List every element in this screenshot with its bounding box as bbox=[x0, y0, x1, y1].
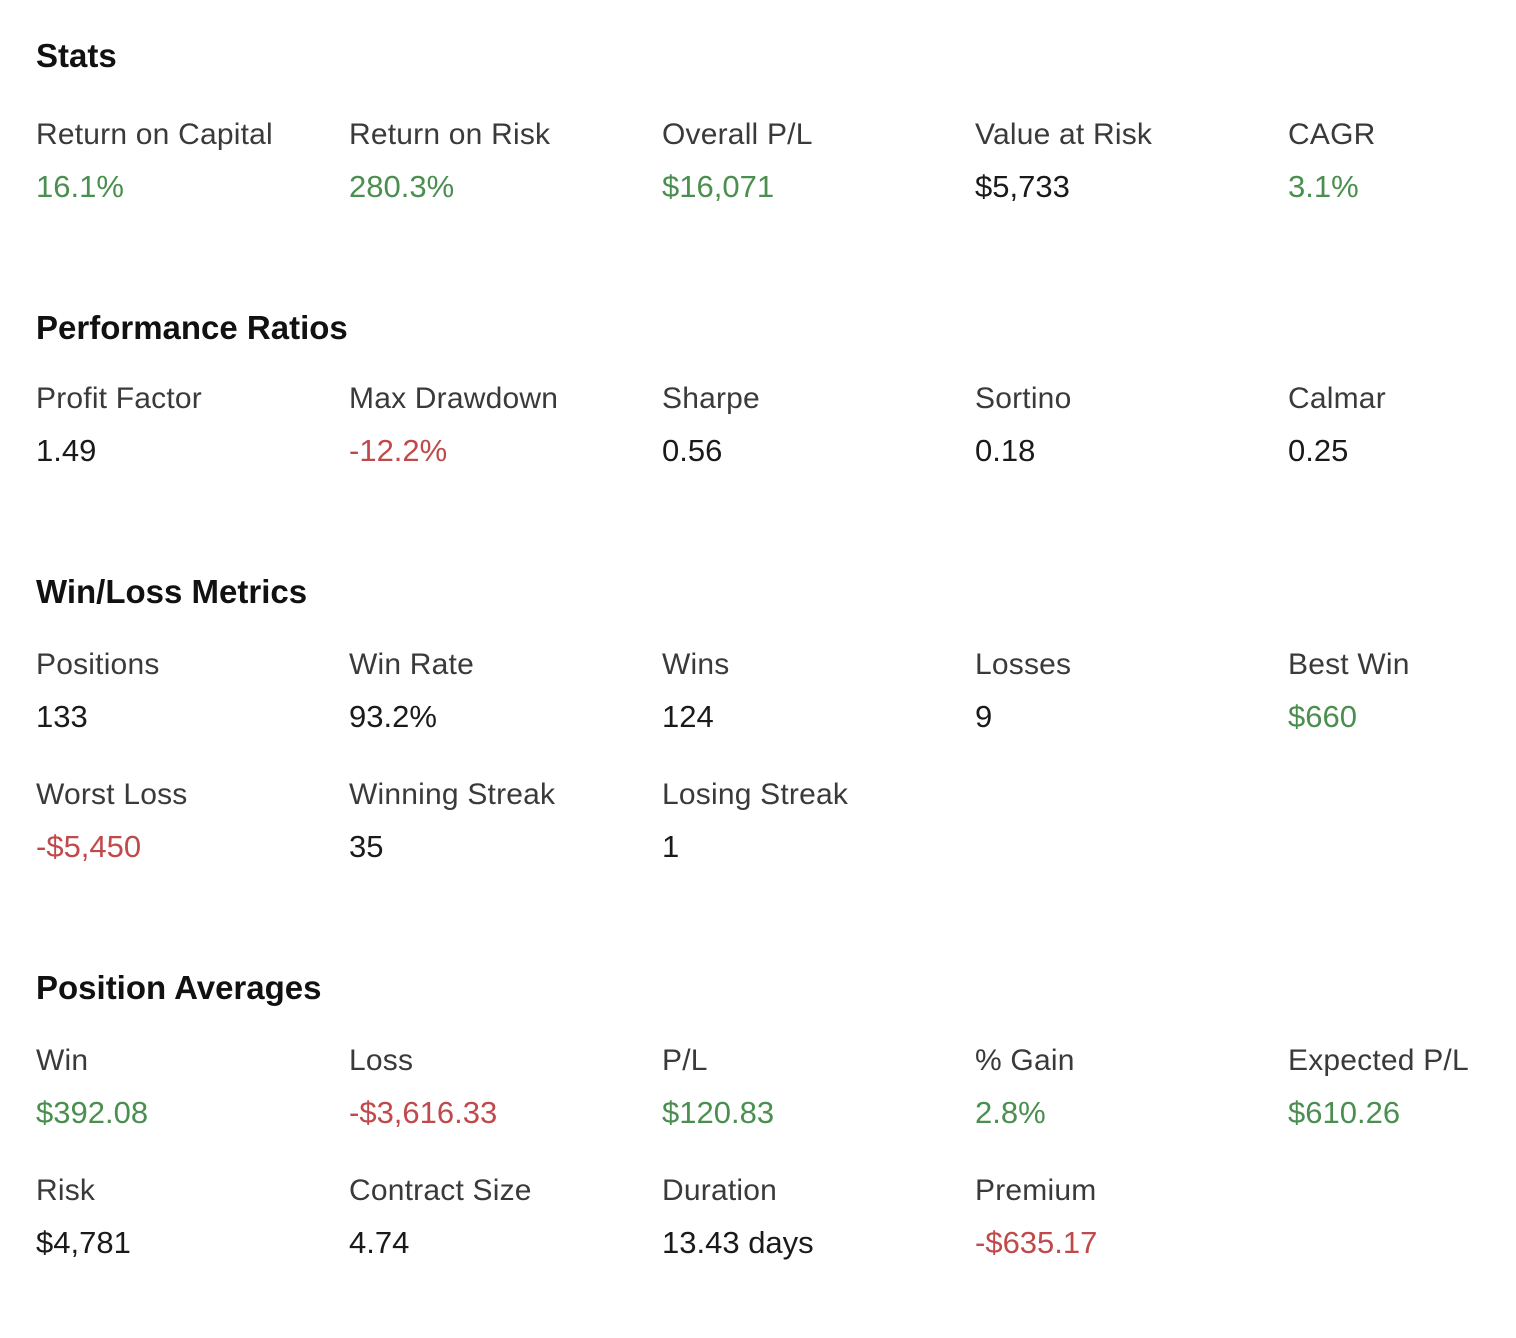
metric-value: -$635.17 bbox=[975, 1225, 1098, 1260]
metric-label: Profit Factor bbox=[36, 382, 202, 415]
metric-value: 0.25 bbox=[1288, 433, 1349, 468]
metric-sortino: Sortino 0.18 bbox=[975, 381, 1275, 469]
section-title: Position Averages bbox=[36, 969, 322, 1006]
metric-avg-pl: P/L $120.83 bbox=[662, 1043, 962, 1131]
metric-avg-risk: Risk $4,781 bbox=[36, 1173, 336, 1261]
metric-value: 4.74 bbox=[349, 1225, 410, 1260]
metric-overall-pl: Overall P/L $16,071 bbox=[662, 117, 962, 205]
metric-label: Wins bbox=[662, 648, 730, 681]
metric-max-drawdown: Max Drawdown -12.2% bbox=[349, 381, 649, 469]
metric-value-at-risk: Value at Risk $5,733 bbox=[975, 117, 1275, 205]
metric-losing-streak: Losing Streak 1 bbox=[662, 777, 962, 865]
metric-label: Sharpe bbox=[662, 382, 760, 415]
metric-label: Win bbox=[36, 1044, 89, 1077]
metric-return-on-risk: Return on Risk 280.3% bbox=[349, 117, 649, 205]
metric-label: Winning Streak bbox=[349, 778, 556, 811]
metric-worst-loss: Worst Loss -$5,450 bbox=[36, 777, 336, 865]
metric-value: 280.3% bbox=[349, 169, 455, 204]
metric-value: 3.1% bbox=[1288, 169, 1359, 204]
metric-value: 133 bbox=[36, 699, 88, 734]
metric-label: Win Rate bbox=[349, 648, 474, 681]
metric-losses: Losses 9 bbox=[975, 647, 1275, 735]
metric-value: $660 bbox=[1288, 699, 1357, 734]
metric-value: 2.8% bbox=[975, 1095, 1046, 1130]
metric-win-rate: Win Rate 93.2% bbox=[349, 647, 649, 735]
metric-duration: Duration 13.43 days bbox=[662, 1173, 962, 1261]
metric-premium: Premium -$635.17 bbox=[975, 1173, 1275, 1261]
metric-label: P/L bbox=[662, 1044, 708, 1077]
metric-label: Return on Risk bbox=[349, 118, 551, 151]
metric-label: Contract Size bbox=[349, 1174, 532, 1207]
metric-sharpe: Sharpe 0.56 bbox=[662, 381, 962, 469]
metric-expected-pl: Expected P/L $610.26 bbox=[1288, 1043, 1516, 1131]
metric-label: Sortino bbox=[975, 382, 1072, 415]
metric-wins: Wins 124 bbox=[662, 647, 962, 735]
metric-positions: Positions 133 bbox=[36, 647, 336, 735]
metric-profit-factor: Profit Factor 1.49 bbox=[36, 381, 336, 469]
metric-value: 0.18 bbox=[975, 433, 1036, 468]
metric-cagr: CAGR 3.1% bbox=[1288, 117, 1516, 205]
metric-value: $120.83 bbox=[662, 1095, 775, 1130]
metric-value: -$3,616.33 bbox=[349, 1095, 498, 1130]
section-title: Win/Loss Metrics bbox=[36, 573, 308, 610]
metric-label: CAGR bbox=[1288, 118, 1376, 151]
metric-label: Overall P/L bbox=[662, 118, 813, 151]
metric-return-on-capital: Return on Capital 16.1% bbox=[36, 117, 336, 205]
metric-value: 13.43 days bbox=[662, 1225, 814, 1260]
metric-value: -12.2% bbox=[349, 433, 448, 468]
metric-label: Expected P/L bbox=[1288, 1044, 1469, 1077]
section-title: Stats bbox=[36, 37, 117, 74]
metric-label: Risk bbox=[36, 1174, 96, 1207]
metric-label: Calmar bbox=[1288, 382, 1386, 415]
metric-label: Return on Capital bbox=[36, 118, 273, 151]
metric-value: 16.1% bbox=[36, 169, 124, 204]
metric-label: Losses bbox=[975, 648, 1072, 681]
metric-contract-size: Contract Size 4.74 bbox=[349, 1173, 649, 1261]
metric-avg-loss: Loss -$3,616.33 bbox=[349, 1043, 649, 1131]
metric-label: Best Win bbox=[1288, 648, 1410, 681]
metric-value: 0.56 bbox=[662, 433, 723, 468]
metric-value: 1.49 bbox=[36, 433, 97, 468]
metric-label: Value at Risk bbox=[975, 118, 1153, 151]
metric-value: $392.08 bbox=[36, 1095, 149, 1130]
metric-label: % Gain bbox=[975, 1044, 1075, 1077]
metric-value: 35 bbox=[349, 829, 384, 864]
section-title: Performance Ratios bbox=[36, 309, 348, 346]
metric-value: 9 bbox=[975, 699, 993, 734]
metric-label: Max Drawdown bbox=[349, 382, 559, 415]
metric-label: Worst Loss bbox=[36, 778, 188, 811]
metric-value: $5,733 bbox=[975, 169, 1070, 204]
metric-avg-gain: % Gain 2.8% bbox=[975, 1043, 1275, 1131]
metric-value: 93.2% bbox=[349, 699, 437, 734]
metric-value: $610.26 bbox=[1288, 1095, 1401, 1130]
metric-winning-streak: Winning Streak 35 bbox=[349, 777, 649, 865]
metric-best-win: Best Win $660 bbox=[1288, 647, 1516, 735]
metric-calmar: Calmar 0.25 bbox=[1288, 381, 1516, 469]
metric-label: Losing Streak bbox=[662, 778, 849, 811]
metric-value: 1 bbox=[662, 829, 680, 864]
metric-label: Positions bbox=[36, 648, 160, 681]
metric-avg-win: Win $392.08 bbox=[36, 1043, 336, 1131]
metric-value: $16,071 bbox=[662, 169, 775, 204]
metric-value: 124 bbox=[662, 699, 714, 734]
metric-label: Duration bbox=[662, 1174, 777, 1207]
metric-label: Loss bbox=[349, 1044, 414, 1077]
metric-value: $4,781 bbox=[36, 1225, 131, 1260]
metric-value: -$5,450 bbox=[36, 829, 142, 864]
metric-label: Premium bbox=[975, 1174, 1097, 1207]
